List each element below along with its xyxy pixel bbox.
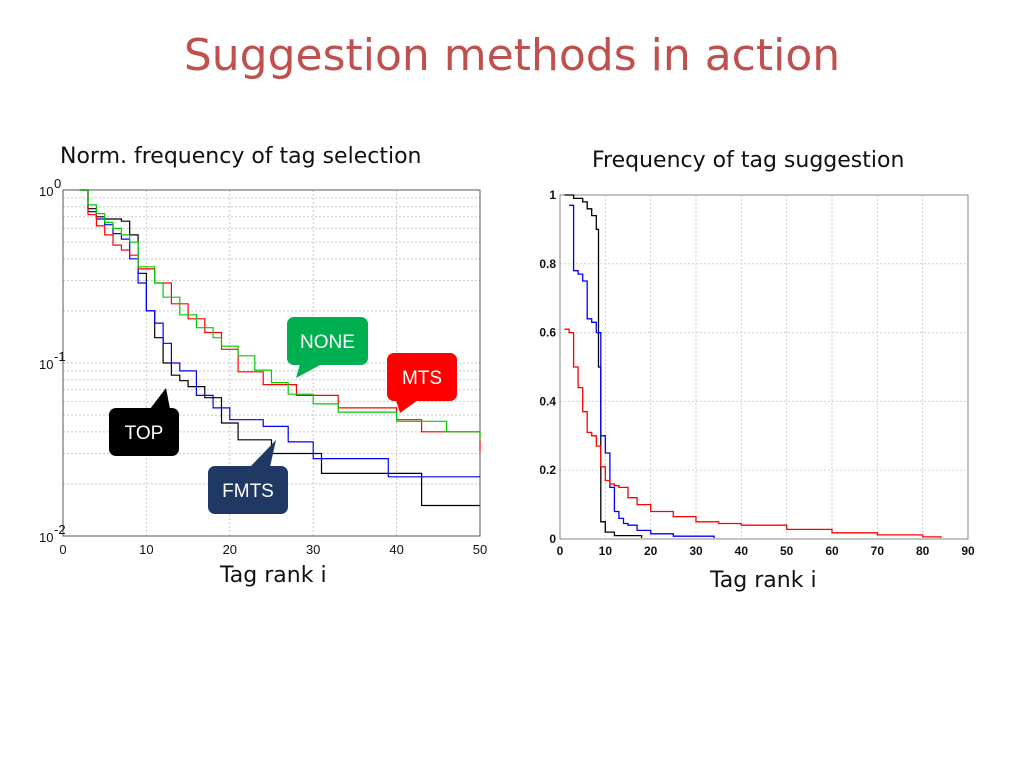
right-series-mts bbox=[564, 328, 942, 538]
right-series-fmts bbox=[569, 204, 715, 538]
callout-label: NONE bbox=[300, 332, 355, 353]
right-y-tick-label: 1 bbox=[549, 188, 556, 202]
left-x-tick-label: 40 bbox=[389, 542, 403, 557]
right-chart: 0 10 20 30 40 50 60 70 80 90 0 0.2 0.4 0.6 0.8 1 bbox=[539, 188, 975, 558]
callout-bubble bbox=[387, 353, 457, 401]
callout-fmts: FMTS bbox=[208, 440, 288, 514]
left-y-tick-exponent: -1 bbox=[54, 349, 66, 364]
left-plot-frame bbox=[62, 189, 481, 537]
right-x-tick-label: 50 bbox=[780, 544, 794, 558]
right-x-tick-label: 0 bbox=[557, 544, 564, 558]
right-plot-frame bbox=[559, 194, 969, 540]
slide-title: Suggestion methods in action bbox=[183, 30, 841, 81]
right-x-tick-label: 60 bbox=[825, 544, 839, 558]
callout-tail bbox=[150, 388, 170, 409]
left-x-tick-label: 20 bbox=[223, 542, 237, 557]
right-x-axis-label: Tag rank i bbox=[710, 568, 817, 593]
right-y-tick-label: 0.2 bbox=[539, 463, 556, 477]
left-series-top bbox=[79, 189, 480, 507]
callout-tail bbox=[250, 440, 276, 467]
callout-bubble bbox=[287, 317, 368, 365]
callout-mts: MTS bbox=[387, 353, 457, 413]
right-y-tick-label: 0.6 bbox=[539, 326, 556, 340]
callout-none: NONE bbox=[287, 317, 368, 378]
right-x-tick-label: 20 bbox=[644, 544, 658, 558]
left-x-tick-label: 0 bbox=[59, 542, 66, 557]
right-x-tick-label: 30 bbox=[689, 544, 703, 558]
right-x-tick-label: 40 bbox=[735, 544, 749, 558]
left-y-tick-exponent: 0 bbox=[54, 176, 61, 191]
right-chart-title: Frequency of tag suggestion bbox=[592, 148, 905, 173]
right-x-tick-label: 70 bbox=[871, 544, 885, 558]
left-y-tick-exponent: -2 bbox=[54, 522, 66, 537]
callout-label: FMTS bbox=[222, 481, 274, 502]
callout-tail bbox=[396, 400, 418, 413]
right-y-tick-label: 0 bbox=[549, 532, 556, 546]
callout-top: TOP bbox=[109, 388, 179, 456]
right-x-tick-label: 80 bbox=[916, 544, 930, 558]
left-series-fmts bbox=[79, 189, 480, 478]
right-y-tick-label: 0.4 bbox=[539, 394, 556, 408]
left-x-tick-label: 50 bbox=[473, 542, 487, 557]
left-series-none bbox=[79, 189, 481, 440]
callouts: NONE MTS TOP FMTS bbox=[109, 317, 457, 514]
left-x-tick-label: 10 bbox=[139, 542, 153, 557]
right-x-tick-label: 10 bbox=[599, 544, 613, 558]
right-series-top bbox=[564, 194, 643, 538]
left-x-axis-label: Tag rank i bbox=[220, 563, 327, 588]
left-y-tick-label: 10 bbox=[39, 530, 53, 545]
right-plot-area bbox=[560, 195, 968, 539]
callout-label: MTS bbox=[402, 368, 442, 389]
left-y-tick-label: 10 bbox=[39, 357, 53, 372]
callout-bubble bbox=[109, 408, 179, 456]
left-x-tick-label: 30 bbox=[306, 542, 320, 557]
right-x-tick-label: 90 bbox=[961, 544, 975, 558]
right-y-tick-label: 0.8 bbox=[539, 257, 556, 271]
callout-bubble bbox=[208, 466, 288, 514]
left-chart-title: Norm. frequency of tag selection bbox=[60, 144, 422, 169]
callout-tail bbox=[296, 364, 322, 378]
left-y-tick-label: 10 bbox=[39, 184, 53, 199]
callout-label: TOP bbox=[125, 423, 164, 444]
